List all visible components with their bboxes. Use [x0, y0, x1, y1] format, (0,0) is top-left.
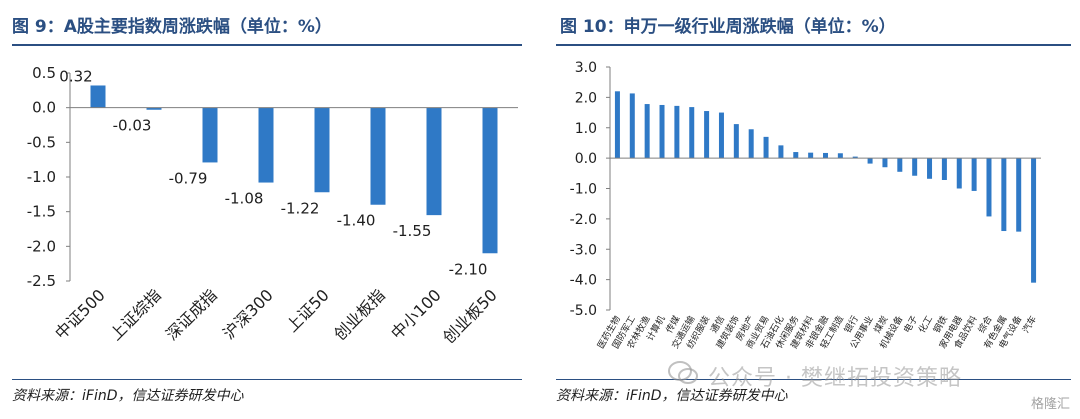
- right-panel: 图 10：申万一级行业周涨跌幅（单位：%） 3.0 2.0 1.0 0.0 -1.0 -2…: [548, 0, 1080, 419]
- chart9-bar: [258, 107, 274, 183]
- watermark: 公众号 · 樊继拓投资策略: [668, 356, 1068, 396]
- chart10-y-tick-label: 0.0: [575, 151, 597, 167]
- chart9-y-tick-label: 0.0: [32, 99, 56, 117]
- chart10-bar: [912, 158, 918, 176]
- chart10-bar: [971, 158, 977, 191]
- chart9-y-tick-label: 0.5: [32, 64, 56, 82]
- wechat-icon: [668, 361, 698, 384]
- chart9-bar: [202, 107, 218, 163]
- chart10-y-tick-label: -2.0: [570, 212, 597, 228]
- chart10-y-tick-label: 1.0: [575, 121, 597, 137]
- chart9-data-label: -0.79: [169, 169, 208, 187]
- chart10-bar: [793, 152, 799, 159]
- chart10-bar: [986, 158, 992, 217]
- chart9-y-tick-label: -2.5: [27, 272, 56, 290]
- chart9-x-tick-label: 中小100: [387, 285, 445, 343]
- chart10-bar: [837, 153, 843, 159]
- chart10-bar: [1001, 158, 1007, 232]
- chart10-y-tick-label: -5.0: [570, 303, 597, 319]
- chart10-bar: [823, 152, 828, 159]
- chart10-bar: [674, 105, 680, 159]
- chart9-y-tick-label: -1.5: [27, 203, 56, 221]
- corner-logo: 格隆汇: [1030, 397, 1070, 412]
- chart10-bar: [897, 158, 903, 172]
- chart10-bar: [689, 107, 695, 159]
- chart10-bar: [644, 104, 650, 159]
- chart10-y-tick-label: -1.0: [570, 182, 597, 198]
- chart10-bar: [704, 111, 710, 159]
- chart9-data-label: -1.55: [393, 222, 432, 240]
- chart10-y-tick-label: 3.0: [575, 60, 597, 76]
- chart9-data-label: -1.08: [225, 190, 264, 208]
- chart10-bar: [778, 145, 784, 159]
- chart10-top-rule: [556, 44, 1071, 46]
- chart9-x-tick-label: 深证成指: [162, 285, 221, 344]
- chart9-x-tick-label: 创业板指: [330, 285, 389, 344]
- chart9-bar: [370, 107, 386, 205]
- chart10-bar: [733, 124, 739, 159]
- chart9-x-tick-label: 上证综指: [106, 285, 165, 344]
- chart10-bar: [1016, 158, 1022, 232]
- chart9-data-label: 0.32: [59, 67, 92, 85]
- chart9-x-tick-label: 沪深300: [219, 285, 277, 343]
- chart10-bar: [882, 158, 888, 168]
- chart10-y-tick-label: 2.0: [575, 90, 597, 106]
- chart10-source: 资料来源：iFinD，信达证券研发中心: [556, 388, 788, 404]
- chart9-y-tick-label: -0.5: [27, 133, 56, 151]
- chart10-bar: [867, 158, 873, 164]
- left-panel: 图 9：A股主要指数周涨跌幅（单位：%） 0.5 0.0 -0.5 -1.0 -1.5 -…: [12, 17, 522, 404]
- chart10-x-tick-label: 电子: [901, 314, 920, 336]
- chart10-bar: [659, 104, 665, 159]
- chart9-x-tick-label: 创业板50: [439, 285, 501, 347]
- chart9-source: 资料来源：iFinD，信达证券研发中心: [12, 388, 244, 404]
- chart10-x-tick-label: 化工: [916, 314, 935, 336]
- chart9-bar: [146, 107, 162, 110]
- chart10-y-tick-label: -4.0: [570, 273, 597, 289]
- chart9-data-label: -2.10: [449, 260, 488, 278]
- chart10-x-tick-label: 汽车: [1020, 314, 1039, 336]
- chart10-bar: [808, 152, 814, 159]
- chart10-bar: [629, 93, 635, 159]
- chart9-data-label: -1.40: [337, 212, 376, 230]
- chart9-bottom-rule: [12, 379, 522, 380]
- chart10-bar: [1031, 158, 1037, 283]
- chart9-y-tick-label: -1.0: [27, 168, 56, 186]
- chart9-x-tick-label: 上证50: [282, 285, 332, 335]
- watermark-text: 公众号 · 樊继拓投资策略: [708, 366, 962, 391]
- chart9-title: 图 9：A股主要指数周涨跌幅（单位：%）: [12, 17, 332, 37]
- chart9-bar: [314, 107, 330, 193]
- chart9-data-label: -1.22: [281, 199, 320, 217]
- chart9-top-rule: [12, 44, 522, 46]
- chart9-bar: [482, 107, 498, 254]
- chart10-y-tick-label: -3.0: [570, 242, 597, 258]
- chart9-svg: 0.5 0.0 -0.5 -1.0 -1.5 -2.0 -2.5 0.32 -0.03 -0.79…: [27, 64, 518, 347]
- chart10-svg: 3.02.01.00.0-1.0-2.0-3.0-4.0-5.0医药生物国防军工…: [570, 60, 1041, 351]
- chart10-bar: [941, 158, 947, 180]
- chart10-bar: [927, 158, 933, 179]
- chart9-bar: [426, 107, 442, 216]
- chart10-bar: [748, 129, 754, 159]
- chart10-bottom-rule: [556, 379, 1071, 380]
- chart9-bar: [90, 85, 106, 108]
- chart10-bar: [852, 156, 858, 159]
- chart9-data-label: -0.03: [113, 117, 152, 135]
- chart10-bar: [614, 91, 620, 159]
- chart9-y-tick-label: -2.0: [27, 237, 56, 255]
- chart10-bar: [763, 136, 769, 159]
- chart10-title: 图 10：申万一级行业周涨跌幅（单位：%）: [560, 17, 896, 37]
- chart10-bar: [718, 112, 724, 159]
- chart9-x-tick-label: 中证500: [51, 285, 109, 343]
- chart10-bar: [956, 158, 962, 189]
